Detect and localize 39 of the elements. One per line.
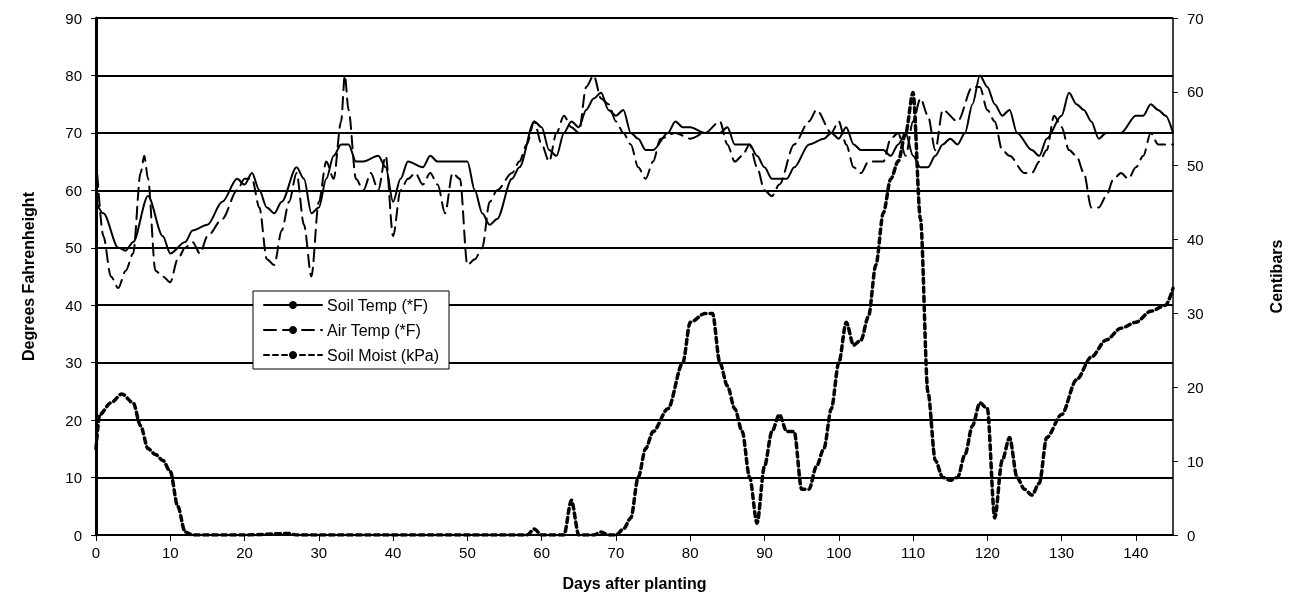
y2-tick-label: 10: [1187, 452, 1204, 470]
y-tick-label: 20: [65, 411, 82, 429]
x-tick-label: 140: [1123, 544, 1149, 561]
y2-tick-label: 0: [1187, 526, 1196, 544]
x-tick-label: 80: [681, 544, 699, 561]
y2-tick-label: 20: [1187, 378, 1204, 396]
x-tick-label: 90: [756, 544, 773, 561]
y-tick-label: 60: [65, 181, 82, 199]
y2-tick-label: 50: [1187, 157, 1204, 175]
legend-label: Air Temp (*F): [327, 321, 421, 339]
y-tick-label: 80: [65, 66, 82, 84]
y2-tick-label: 70: [1187, 9, 1204, 27]
x-tick-label: 20: [236, 544, 253, 561]
x-axis-title: Days after planting: [562, 574, 707, 592]
x-tick-label: 0: [91, 544, 101, 561]
y-tick-label: 70: [65, 124, 82, 142]
legend-label: Soil Moist (kPa): [327, 346, 440, 364]
x-tick-label: 40: [384, 544, 402, 561]
x-tick-label: 70: [607, 544, 625, 561]
x-tick-label: 130: [1049, 544, 1075, 561]
y2-tick-label: 40: [1187, 231, 1204, 249]
x-tick-label: 120: [974, 544, 1000, 561]
y2-tick-label: 60: [1187, 83, 1204, 101]
x-tick-label: 110: [901, 544, 925, 561]
legend-label: Soil Temp (*F): [327, 296, 429, 314]
y-tick-label: 40: [65, 296, 82, 314]
y-tick-label: 30: [65, 354, 82, 372]
x-tick-label: 10: [161, 544, 179, 561]
y-tick-label: 0: [73, 526, 82, 544]
x-tick-label: 50: [459, 544, 476, 561]
x-tick-label: 30: [310, 544, 328, 561]
y-tick-label: 90: [65, 9, 82, 27]
y-tick-label: 10: [65, 469, 82, 487]
y2-axis-title: Centibars: [1267, 239, 1285, 314]
y-tick-label: 50: [65, 239, 82, 257]
y2-tick-label: 30: [1187, 304, 1204, 322]
x-tick-label: 100: [826, 544, 852, 561]
y-axis-title: Degrees Fahrenheight: [19, 191, 37, 361]
x-tick-label: 60: [533, 544, 550, 561]
